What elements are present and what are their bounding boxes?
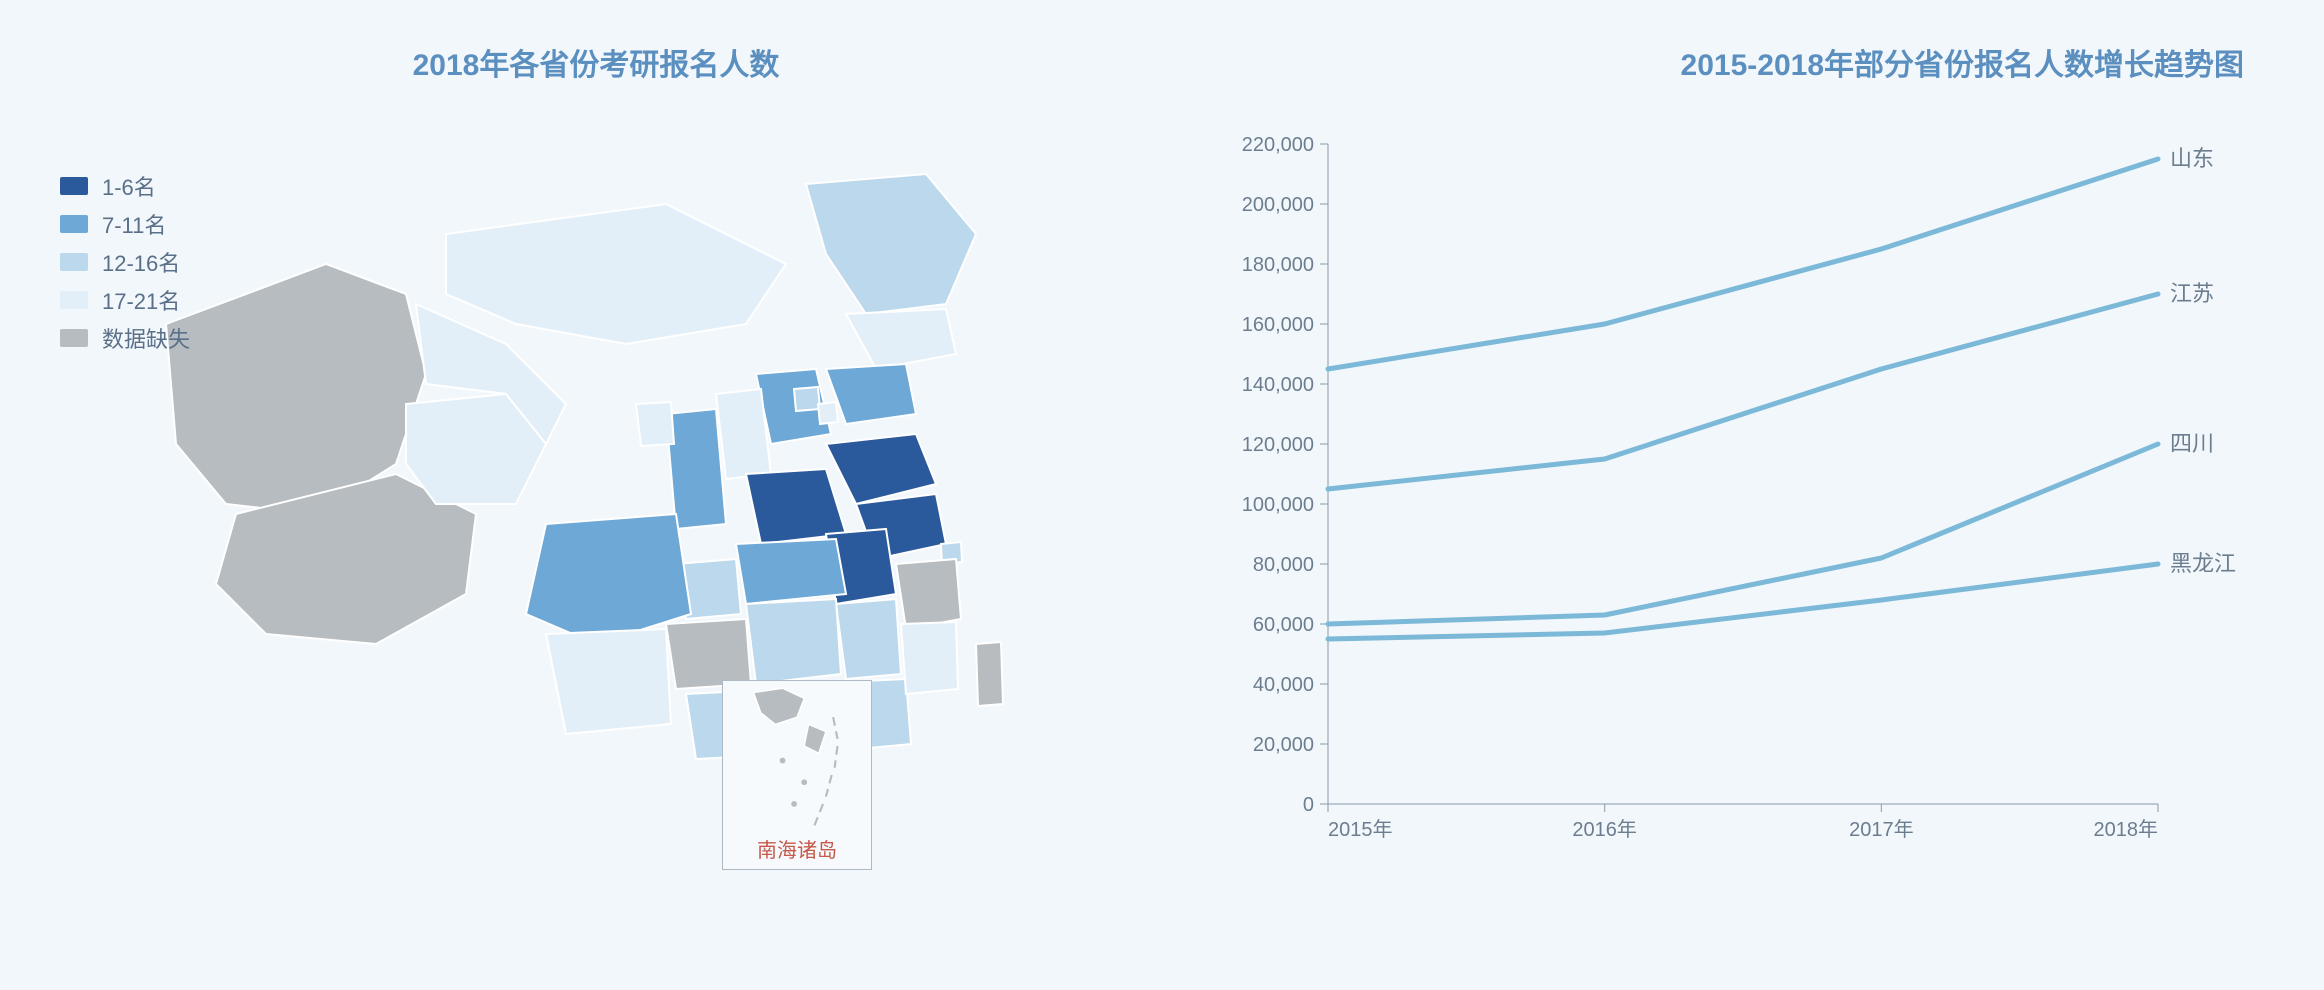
province-山东 (826, 434, 936, 504)
line-chart-panel: 2015-2018年部分省份报名人数增长趋势图 0 20,000 40,000 60,… (1192, 40, 2264, 950)
y-tick-label: 220,000 (1242, 134, 1314, 156)
map-legend: 1-6名 7-11名 12-16名 17-21名 数据缺失 (60, 170, 190, 360)
legend-label: 数据缺失 (102, 322, 190, 354)
y-tick-label: 140,000 (1242, 374, 1314, 396)
y-tick-label: 180,000 (1242, 254, 1314, 276)
province-贵州 (666, 619, 751, 689)
y-tick-label: 120,000 (1242, 434, 1314, 456)
map-panel: 2018年各省份考研报名人数 1-6名 7-11名 12-16名 17-21名 … (60, 40, 1132, 950)
province-吉林 (846, 309, 956, 369)
legend-item: 12-16名 (60, 246, 190, 278)
series-line-江苏 (1328, 294, 2158, 489)
legend-swatch (60, 329, 88, 347)
x-tick-label: 2016年 (1572, 818, 1637, 841)
line-chart-title: 2015-2018年部分省份报名人数增长趋势图 (1192, 40, 2264, 84)
y-tick-label: 40,000 (1253, 674, 1314, 696)
province-黑龙江 (806, 174, 976, 314)
legend-item: 17-21名 (60, 284, 190, 316)
legend-label: 17-21名 (102, 284, 180, 316)
legend-label: 1-6名 (102, 170, 156, 202)
province-云南 (546, 629, 671, 734)
legend-item: 7-11名 (60, 208, 190, 240)
province-北京 (794, 387, 820, 411)
legend-swatch (60, 253, 88, 271)
china-map (60, 144, 1132, 844)
south-sea-label: 南海诸岛 (723, 834, 871, 863)
y-tick-label: 80,000 (1253, 554, 1314, 576)
y-tick-label: 0 (1303, 794, 1314, 816)
series-label-山东: 山东 (2170, 146, 2214, 171)
legend-swatch (60, 215, 88, 233)
y-tick-label: 60,000 (1253, 614, 1314, 636)
province-江西 (836, 599, 901, 679)
legend-item: 1-6名 (60, 170, 190, 202)
province-天津 (818, 402, 838, 424)
series-label-黑龙江: 黑龙江 (2170, 551, 2236, 576)
y-tick-label: 160,000 (1242, 314, 1314, 336)
legend-swatch (60, 291, 88, 309)
x-tick-label: 2017年 (1849, 818, 1914, 841)
province-浙江 (896, 559, 961, 629)
series-line-四川 (1328, 444, 2158, 624)
legend-label: 7-11名 (102, 208, 166, 240)
province-湖北 (736, 539, 846, 604)
province-台湾 (976, 642, 1003, 706)
south-sea-inset: 南海诸岛 (722, 680, 872, 870)
province-福建 (901, 622, 958, 694)
line-chart-svg: 0 20,000 40,000 60,000 80,000 100,000 120,000 1… (1192, 134, 2264, 854)
province-陕西 (666, 409, 726, 529)
y-tick-label: 20,000 (1253, 734, 1314, 756)
province-辽宁 (826, 364, 916, 424)
map-title: 2018年各省份考研报名人数 (60, 40, 1132, 84)
series-line-山东 (1328, 159, 2158, 369)
province-宁夏 (636, 402, 674, 446)
y-tick-label: 200,000 (1242, 194, 1314, 216)
legend-label: 12-16名 (102, 246, 180, 278)
x-tick-label: 2015年 (1328, 818, 1393, 841)
china-map-svg (146, 144, 1046, 844)
legend-item: 数据缺失 (60, 322, 190, 354)
legend-swatch (60, 177, 88, 195)
series-line-黑龙江 (1328, 564, 2158, 639)
x-tick-label: 2018年 (2094, 818, 2159, 841)
line-chart: 0 20,000 40,000 60,000 80,000 100,000 120,000 1… (1192, 134, 2264, 854)
y-tick-label: 100,000 (1242, 494, 1314, 516)
province-湖南 (746, 599, 841, 684)
province-山西 (716, 389, 771, 479)
series-label-四川: 四川 (2170, 431, 2214, 456)
series-label-江苏: 江苏 (2170, 281, 2214, 306)
province-内蒙古 (446, 204, 786, 344)
